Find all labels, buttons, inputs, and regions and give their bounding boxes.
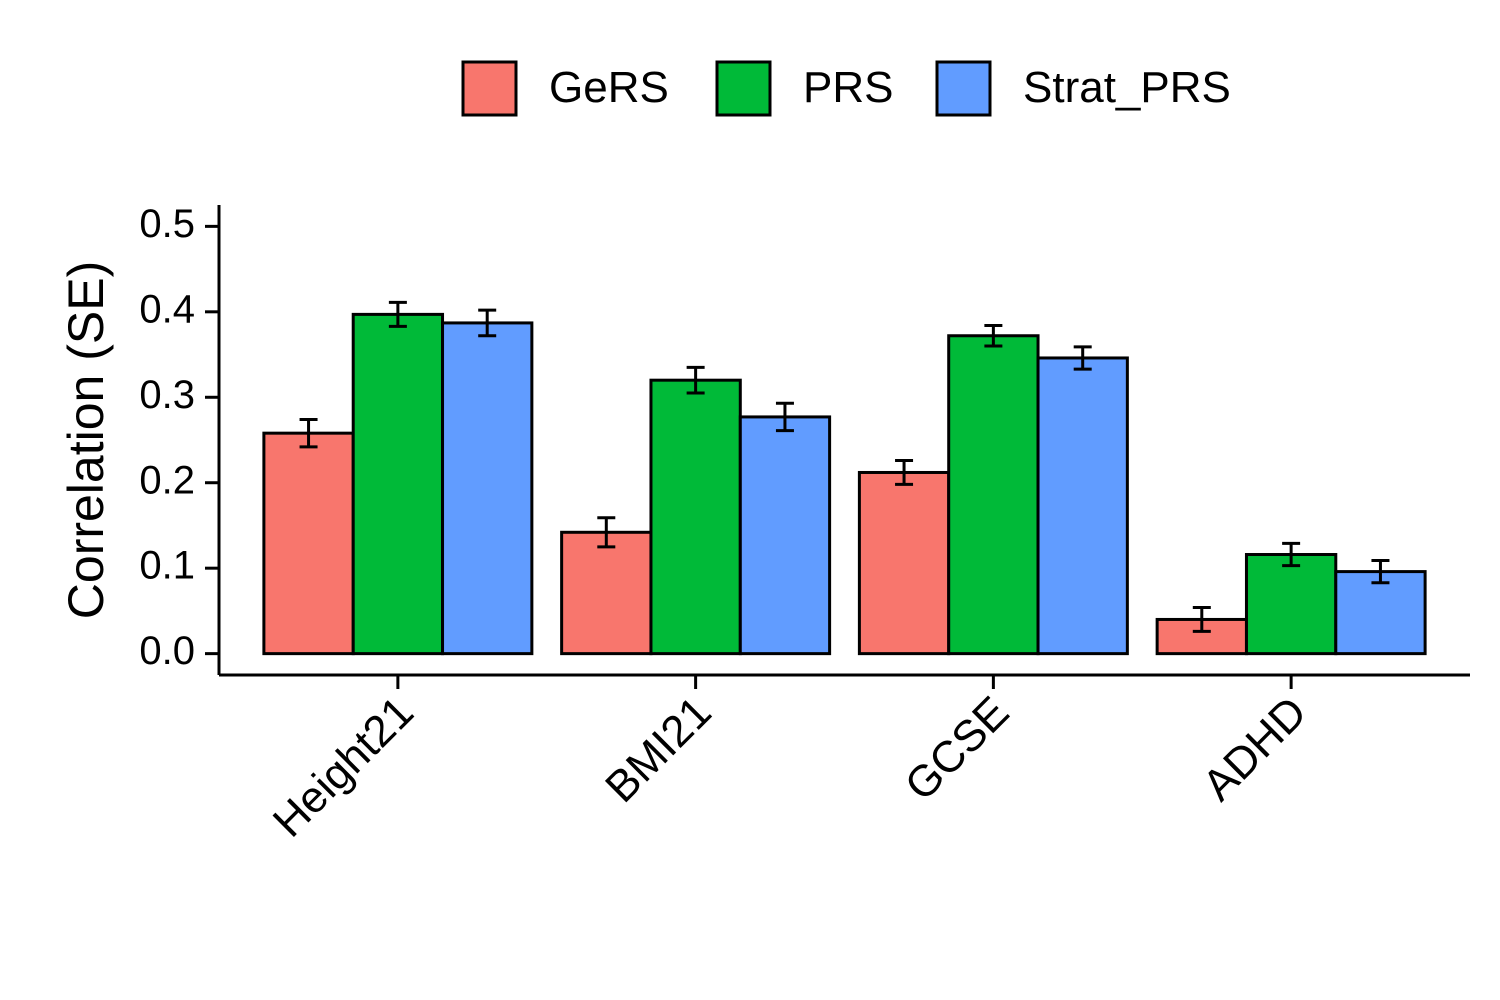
legend-item: GeRS <box>461 60 669 117</box>
bar <box>1036 356 1129 656</box>
bar <box>441 321 534 656</box>
error-bar <box>388 300 407 328</box>
x-axis: Height21 BMI21 GCSE ADHD <box>219 673 1470 847</box>
bars <box>262 312 1427 656</box>
legend-swatch <box>935 60 992 117</box>
error-bar <box>984 323 1003 348</box>
y-tick-label: 0.1 <box>139 544 195 588</box>
error-bar <box>1282 541 1301 568</box>
error-bars <box>299 300 1390 633</box>
bar <box>947 334 1040 656</box>
x-tick-label: ADHD <box>1193 687 1316 810</box>
y-axis: 0.0 0.1 0.2 0.3 0.4 0.5 <box>139 202 221 675</box>
error-bar <box>478 308 497 338</box>
bar <box>262 431 355 656</box>
error-bar <box>597 516 616 549</box>
y-tick-label: 0.3 <box>139 373 195 417</box>
y-tick-label: 0.2 <box>139 458 195 502</box>
legend: GeRS PRS Strat_PRS <box>461 60 1231 117</box>
error-bar <box>1073 345 1092 371</box>
x-tick-label: Height21 <box>264 687 423 846</box>
error-bar <box>1192 605 1211 633</box>
bar <box>857 470 951 656</box>
bar <box>560 530 653 656</box>
legend-swatch <box>461 60 518 117</box>
bar <box>1334 570 1427 656</box>
legend-item: Strat_PRS <box>935 60 1231 117</box>
bar <box>1244 553 1338 656</box>
x-tick-label: BMI21 <box>596 687 721 812</box>
bar <box>649 378 742 656</box>
error-bar <box>895 459 914 486</box>
legend-label: Strat_PRS <box>1023 63 1231 112</box>
legend-item: PRS <box>715 60 893 117</box>
error-bar <box>775 401 794 433</box>
bar <box>351 312 445 656</box>
bar <box>738 415 832 656</box>
y-axis-title: Correlation (SE) <box>58 261 114 619</box>
y-tick-label: 0.5 <box>139 202 195 246</box>
legend-swatch <box>715 60 772 117</box>
legend-label: GeRS <box>549 63 669 112</box>
error-bar <box>686 365 705 395</box>
y-tick-label: 0.4 <box>139 287 195 331</box>
error-bar <box>1371 558 1390 585</box>
legend-label: PRS <box>803 63 893 112</box>
x-tick-label: GCSE <box>896 687 1019 810</box>
error-bar <box>299 417 318 449</box>
y-tick-label: 0.0 <box>139 629 195 673</box>
